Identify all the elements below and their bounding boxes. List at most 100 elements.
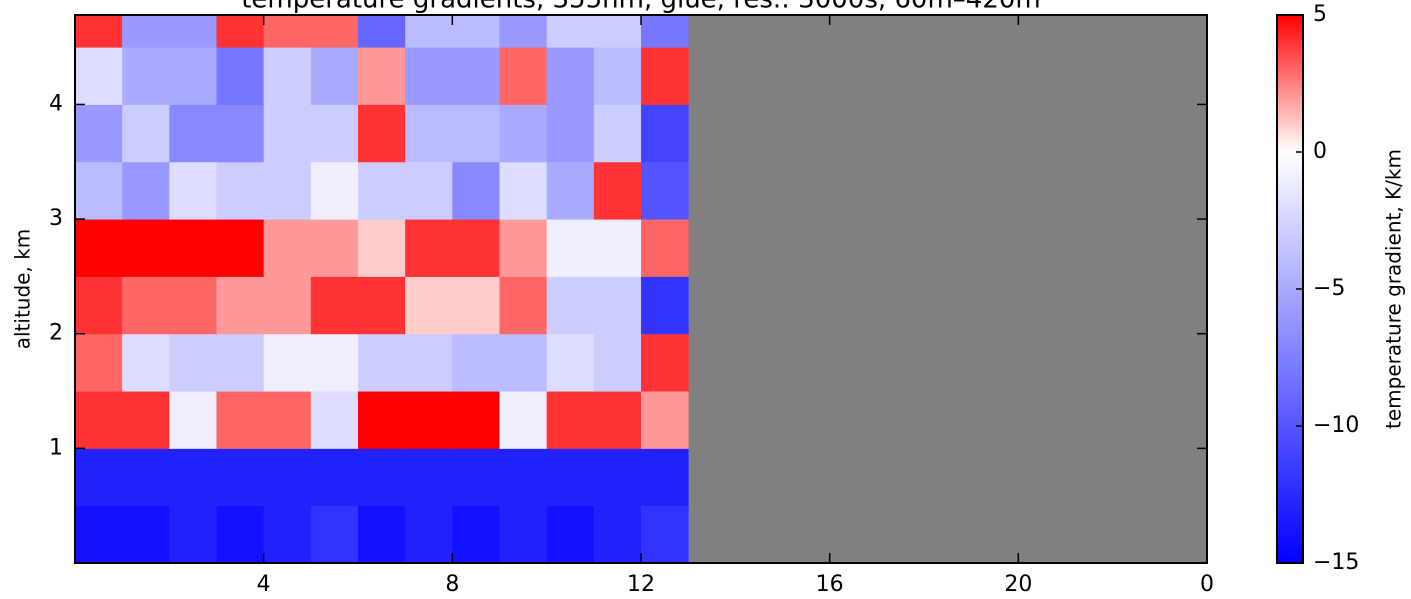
heat-cell [75,219,123,277]
heat-cell [263,448,312,507]
heat-cell [452,219,500,277]
heat-cell [593,161,642,220]
heat-cell [452,161,500,220]
heat-cell [358,448,406,507]
heat-cell [169,15,217,48]
heat-cell [452,15,500,48]
heat-cell [75,333,123,392]
heat-cell [310,276,359,335]
y-tick-label: 2 [49,321,63,346]
heat-cell [358,15,406,48]
heat-cell [169,276,217,335]
heat-cell [216,276,265,335]
heat-cell [546,219,595,277]
heat-cell [263,505,312,564]
heat-cell [499,276,548,335]
heat-cell [546,505,595,564]
heat-cell [358,505,406,564]
heat-cell [593,391,642,449]
heat-cell [263,15,312,48]
heat-cell [263,276,312,335]
heat-cell [216,219,265,277]
heat-cell [546,47,595,105]
heat-cell [75,505,123,564]
heat-cell [122,448,170,507]
heat-cell [405,333,453,392]
heat-cell [216,333,265,392]
heat-cell [641,448,689,507]
heat-cell [310,333,359,392]
heat-cell [216,505,265,564]
x-tick-label: 8 [445,572,459,597]
x-tick-label: 0 [1200,572,1214,597]
heat-cell [499,391,548,449]
heat-cell [358,104,406,163]
y-tick-label: 1 [49,435,63,460]
heat-cell [358,161,406,220]
heat-cell [310,47,359,105]
heat-cell [75,47,123,105]
heat-cell [169,448,217,507]
heat-cell [641,104,689,163]
heat-cell [169,391,217,449]
heat-cell [216,448,265,507]
colorbar-tick-label: −15 [1313,550,1359,575]
heat-cell [169,505,217,564]
heat-cell [75,391,123,449]
heat-cell [593,276,642,335]
heat-cell [358,333,406,392]
heat-cell [499,15,548,48]
y-tick-label: 3 [49,206,63,231]
heat-cell [641,47,689,105]
heat-cell [499,104,548,163]
heat-cell [216,15,265,48]
heat-cell [122,505,170,564]
heat-cell [310,505,359,564]
heat-cell [122,219,170,277]
heat-cell [593,333,642,392]
heat-cell [310,448,359,507]
heat-cell [405,276,453,335]
heat-cell [452,448,500,507]
heat-cell [641,391,689,449]
heat-cell [358,47,406,105]
heat-cell [546,333,595,392]
heat-cell [593,47,642,105]
heat-cell [499,47,548,105]
heat-cell [75,161,123,220]
heat-cell [216,161,265,220]
heat-cell [641,333,689,392]
heat-cell [310,15,359,48]
y-tick-label: 4 [49,91,63,116]
heat-cell [75,104,123,163]
heat-cell [452,104,500,163]
heat-cell [263,391,312,449]
heat-cell [216,391,265,449]
heat-cell [169,219,217,277]
heat-cell [499,219,548,277]
colorbar-tick-label: −10 [1313,413,1359,438]
heat-cell [169,333,217,392]
heat-cell [263,161,312,220]
heat-cell [593,448,642,507]
heat-cell [452,333,500,392]
heat-cell [75,15,123,48]
heat-cell [122,161,170,220]
heat-cell [358,219,406,277]
heat-cell [405,15,453,48]
heat-cell [593,104,642,163]
heat-cell [310,161,359,220]
heat-cell [405,448,453,507]
colorbar-label: temperature gradient, K/km [1382,149,1406,429]
heat-cell [263,104,312,163]
heat-cell [75,448,123,507]
heat-cell [452,505,500,564]
heat-cell [122,104,170,163]
heat-cell [216,47,265,105]
heat-cell [452,391,500,449]
heat-cell [122,15,170,48]
heat-cell [216,104,265,163]
heat-cell [641,219,689,277]
heat-cell [499,505,548,564]
